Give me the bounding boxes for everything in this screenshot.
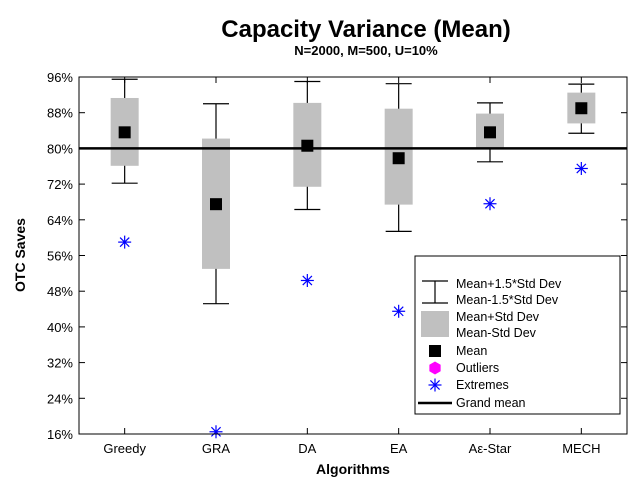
mean-marker: [118, 126, 131, 139]
plot-area: [79, 78, 627, 439]
mean-marker: [301, 139, 314, 152]
y-tick-label: 80%: [47, 141, 73, 156]
y-tick-label: 40%: [47, 320, 73, 335]
x-tick-label: DA: [298, 441, 316, 456]
y-tick-label: 96%: [47, 70, 73, 85]
y-tick-label: 64%: [47, 213, 73, 228]
y-tick-label: 48%: [47, 284, 73, 299]
mean-marker: [210, 198, 222, 211]
y-axis: 16% 24% 32% 40% 48% 56% 64% 72% 80% 88% 96%: [47, 70, 627, 442]
y-tick-label: 88%: [47, 106, 73, 121]
y-tick-label: 16%: [47, 427, 73, 442]
chart-subtitle: N=2000, M=500, U=10%: [294, 43, 438, 58]
legend-label-grand-mean: Grand mean: [456, 396, 526, 410]
legend-extreme-marker: [428, 378, 442, 392]
y-tick-label: 24%: [47, 391, 73, 406]
x-tick-label: EA: [390, 441, 408, 456]
legend-symbols: [418, 280, 452, 405]
legend-label-box-bottom: Mean-Std Dev: [456, 326, 537, 340]
mean-marker: [575, 102, 588, 115]
x-tick-label: GRA: [202, 441, 231, 456]
plot-frame: [78, 76, 628, 435]
x-tick-label: Aε-Star: [469, 441, 512, 456]
x-axis-label: Algorithms: [316, 461, 390, 477]
x-tick-label: MECH: [562, 441, 600, 456]
y-tick-label: 56%: [47, 249, 73, 264]
legend-mean-marker: [429, 345, 441, 357]
y-axis-label: OTC Saves: [12, 218, 28, 292]
legend-std-box: [421, 311, 449, 337]
extreme-marker: [209, 425, 223, 439]
mean-marker: [484, 126, 496, 139]
x-axis: Greedy GRA DA EA Aε-Star MECH: [103, 77, 600, 456]
y-tick-label: 72%: [47, 177, 73, 192]
legend-box: [414, 255, 621, 415]
legend-label-extremes: Extremes: [456, 378, 509, 392]
extreme-marker: [392, 304, 406, 318]
legend-outlier-marker: [429, 361, 441, 375]
legend-label-box-top: Mean+Std Dev: [456, 310, 540, 324]
extreme-marker: [483, 197, 497, 211]
legend-label-outliers: Outliers: [456, 361, 499, 375]
legend-label-mean: Mean: [456, 344, 487, 358]
extreme-marker: [300, 273, 314, 287]
legend: Mean+1.5*Std Dev Mean-1.5*Std Dev Mean+S…: [414, 255, 621, 415]
extreme-marker: [118, 235, 132, 249]
chart-title: Capacity Variance (Mean): [221, 16, 510, 43]
mean-marker: [392, 152, 405, 165]
y-tick-label: 32%: [47, 356, 73, 371]
extreme-marker: [574, 161, 588, 175]
legend-label-upper: Mean+1.5*Std Dev: [456, 277, 562, 291]
x-tick-label: Greedy: [103, 441, 146, 456]
legend-label-lower: Mean-1.5*Std Dev: [456, 293, 559, 307]
